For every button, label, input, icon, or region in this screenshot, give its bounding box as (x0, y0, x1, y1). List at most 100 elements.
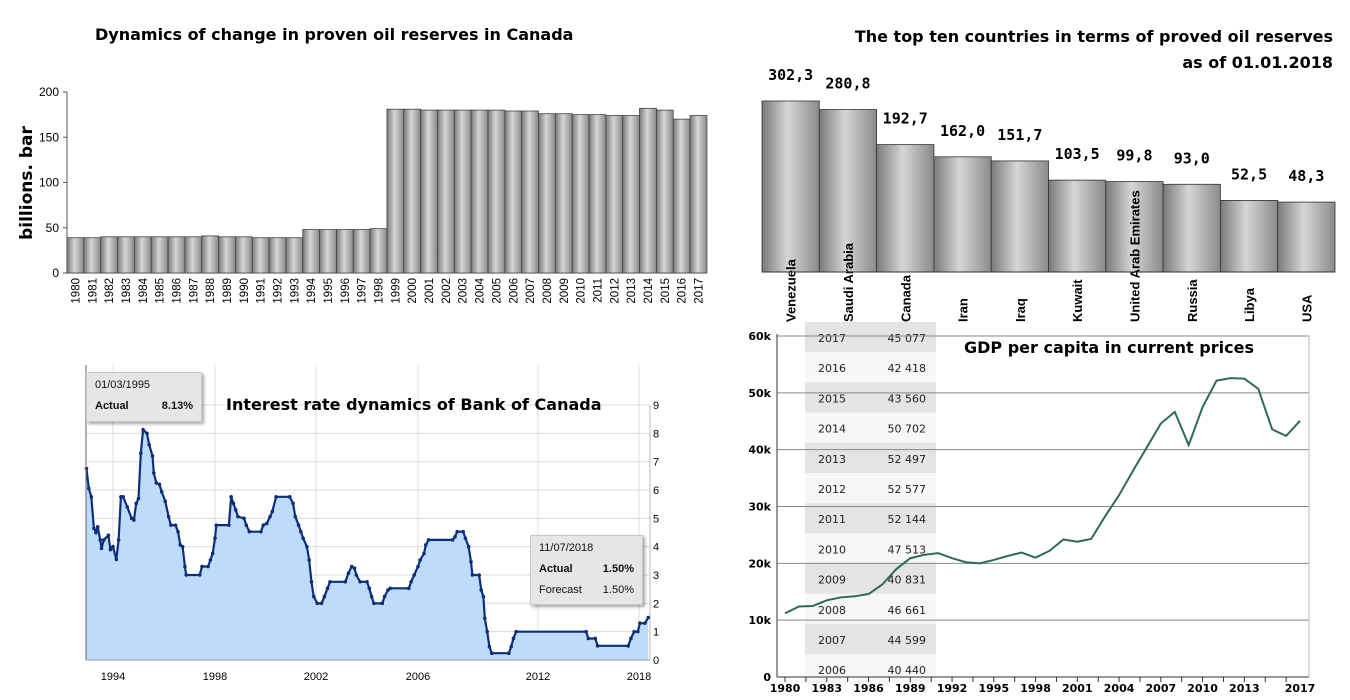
rate-point (646, 615, 651, 620)
x-tick-label: 1995 (323, 278, 335, 304)
y-tick-label: 200 (39, 85, 59, 99)
bar-2015 (656, 109, 674, 274)
rate-point (388, 586, 393, 591)
oil-reserves-canada-chart: 0 50 100 150 200 1980 1981 1982 1983 1984 1985 1986… (17, 85, 708, 304)
rate-point (136, 496, 141, 501)
x-tick-label: 2013 (626, 278, 638, 304)
bar-venezuela (761, 100, 820, 273)
table-value: 52 577 (888, 483, 927, 496)
rate-point (584, 629, 588, 634)
x-tick-label: 1998 (1020, 682, 1051, 695)
bar-2014 (639, 107, 657, 274)
x-tick-label: 1994 (101, 671, 125, 683)
rate-point (309, 580, 314, 584)
rate-point (268, 514, 272, 519)
rate-point (514, 629, 518, 634)
rate-point (141, 427, 145, 432)
rate-point (183, 564, 187, 569)
x-tick-label: 2014 (643, 277, 655, 303)
rate-point (469, 559, 473, 564)
rate-point (509, 644, 513, 649)
table-value: 40 440 (888, 664, 927, 677)
bar-1983 (117, 236, 135, 274)
bar-2010 (571, 114, 590, 274)
rate-point (180, 544, 185, 549)
table-year: 2013 (818, 453, 846, 466)
y-tick-label: 1 (653, 627, 659, 639)
x-tick-label: 1989 (222, 278, 234, 304)
table-value: 46 661 (888, 604, 927, 617)
rate-point (233, 508, 238, 512)
value-label: 302,3 (768, 66, 813, 84)
y-tick-label: 4 (653, 542, 659, 554)
value-label: 99,8 (1116, 147, 1152, 165)
rate-point (315, 601, 320, 606)
x-tick-label: 2005 (491, 278, 503, 304)
top-ten-countries-chart: 302,3 Venezuela 280,8 Saudi Arabia 192,7 Cana… (761, 66, 1336, 322)
rate-point (461, 529, 466, 534)
x-tick-label: 2008 (542, 278, 554, 304)
x-tick-label: 2001 (424, 278, 436, 304)
x-tick-label: 1987 (188, 278, 200, 304)
x-tick-label: 1993 (289, 278, 301, 304)
rate-point (343, 580, 348, 584)
bar-iraq (990, 160, 1049, 273)
bar-2016 (672, 118, 691, 274)
rate-point (490, 651, 494, 656)
y-tick-label: 9 (653, 400, 659, 412)
rate-point (169, 523, 173, 527)
table-row (805, 412, 936, 443)
table-year: 2010 (818, 543, 846, 556)
rate-point (176, 529, 180, 534)
table-row (805, 442, 936, 473)
rate-point (197, 573, 202, 577)
rate-point (307, 558, 311, 562)
rate-point (106, 533, 111, 538)
x-tick-label: 2006 (406, 671, 430, 683)
rate-point (418, 558, 423, 562)
rate-point (296, 523, 301, 527)
x-tick-label: 1981 (87, 278, 99, 304)
bar-canada (876, 144, 935, 273)
rate-point (507, 651, 511, 656)
rate-point (214, 523, 219, 527)
rate-point (416, 564, 420, 569)
rate-point (102, 538, 106, 542)
table-row (805, 593, 936, 624)
bar-1981 (83, 237, 102, 274)
x-tick-label: 1991 (256, 278, 268, 304)
oil-reserves-title: Dynamics of change in proven oil reserve… (95, 25, 574, 44)
rate-point (485, 629, 490, 634)
bar-2013 (622, 115, 640, 274)
bar-2000 (403, 108, 422, 274)
rate-point (352, 566, 357, 571)
rate-point (477, 573, 482, 577)
value-label: 48,3 (1288, 167, 1324, 185)
x-tick-label: 1986 (171, 278, 183, 304)
rate-point (349, 564, 354, 569)
rate-point (108, 547, 113, 552)
x-tick-label: 1988 (205, 278, 217, 304)
rate-point (453, 534, 457, 539)
value-label: 52,5 (1231, 165, 1267, 183)
x-tick-label: 2003 (458, 278, 470, 304)
rate-point (629, 636, 633, 641)
value-label: 162,0 (940, 122, 985, 140)
bar-1997 (352, 229, 371, 274)
bar-1999 (386, 108, 405, 274)
gdp-title: GDP per capita in current prices (964, 338, 1254, 357)
x-tick-label: 1996 (340, 278, 352, 304)
table-value: 47 513 (888, 543, 927, 556)
value-label: 192,7 (883, 110, 928, 128)
bar-2017 (689, 115, 708, 274)
y-tick-label: 10k (748, 614, 771, 627)
bar-usa (1277, 201, 1336, 273)
rate-point (426, 538, 431, 542)
rate-point (511, 636, 516, 641)
tooltip-label: Forecast (539, 584, 582, 596)
rate-point (244, 523, 249, 527)
category-label: Russia (1185, 279, 1200, 322)
table-value: 43 560 (888, 392, 927, 405)
rate-point (264, 521, 269, 526)
rate-point (407, 586, 411, 591)
